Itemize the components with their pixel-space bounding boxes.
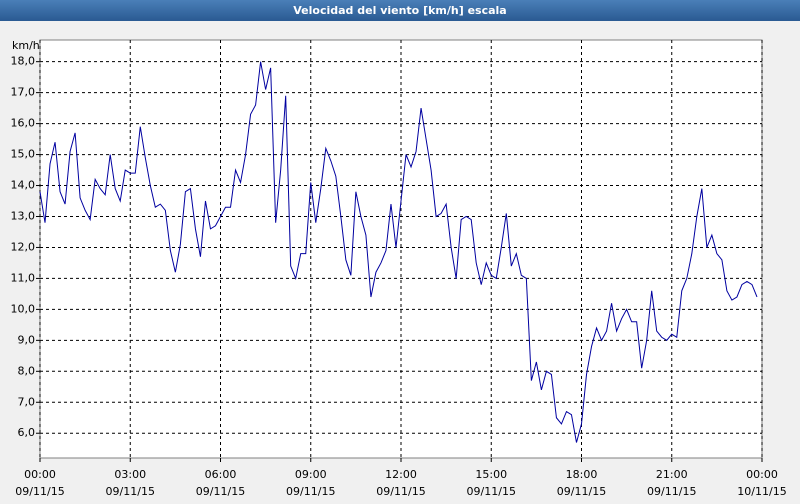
y-tick-label: 13,0 bbox=[11, 209, 36, 222]
x-tick-label: 15:00 bbox=[475, 468, 507, 481]
y-tick-label: 7,0 bbox=[18, 395, 36, 408]
x-tick-date: 09/11/15 bbox=[286, 485, 335, 498]
x-tick-date: 09/11/15 bbox=[647, 485, 696, 498]
y-tick-label: 18,0 bbox=[11, 55, 36, 68]
x-tick-date: 09/11/15 bbox=[196, 485, 245, 498]
x-tick-label: 00:00 bbox=[24, 468, 56, 481]
x-tick-label: 12:00 bbox=[385, 468, 417, 481]
y-tick-label: 14,0 bbox=[11, 179, 36, 192]
y-tick-label: 17,0 bbox=[11, 86, 36, 99]
x-tick-label: 18:00 bbox=[566, 468, 598, 481]
chart-title: Velocidad del viento [km/h] escala bbox=[293, 4, 506, 17]
x-tick-label: 06:00 bbox=[205, 468, 237, 481]
x-tick-label: 09:00 bbox=[295, 468, 327, 481]
y-tick-label: 9,0 bbox=[18, 333, 36, 346]
y-tick-label: 12,0 bbox=[11, 240, 36, 253]
title-bar bbox=[0, 0, 800, 21]
x-tick-date: 09/11/15 bbox=[376, 485, 425, 498]
x-tick-date: 10/11/15 bbox=[737, 485, 786, 498]
y-tick-label: 8,0 bbox=[18, 364, 36, 377]
y-tick-label: 11,0 bbox=[11, 271, 36, 284]
x-tick-label: 21:00 bbox=[656, 468, 688, 481]
y-unit: km/h bbox=[12, 39, 40, 52]
x-tick-date: 09/11/15 bbox=[557, 485, 606, 498]
y-tick-label: 16,0 bbox=[11, 117, 36, 130]
x-tick-date: 09/11/15 bbox=[15, 485, 64, 498]
data-line bbox=[39, 61, 758, 443]
y-tick-label: 10,0 bbox=[11, 302, 36, 315]
x-tick-label: 03:00 bbox=[114, 468, 146, 481]
y-tick-label: 6,0 bbox=[18, 426, 36, 439]
x-tick-date: 09/11/15 bbox=[467, 485, 516, 498]
y-tick-label: 15,0 bbox=[11, 148, 36, 161]
x-tick-date: 09/11/15 bbox=[106, 485, 155, 498]
x-tick-label: 00:00 bbox=[746, 468, 778, 481]
